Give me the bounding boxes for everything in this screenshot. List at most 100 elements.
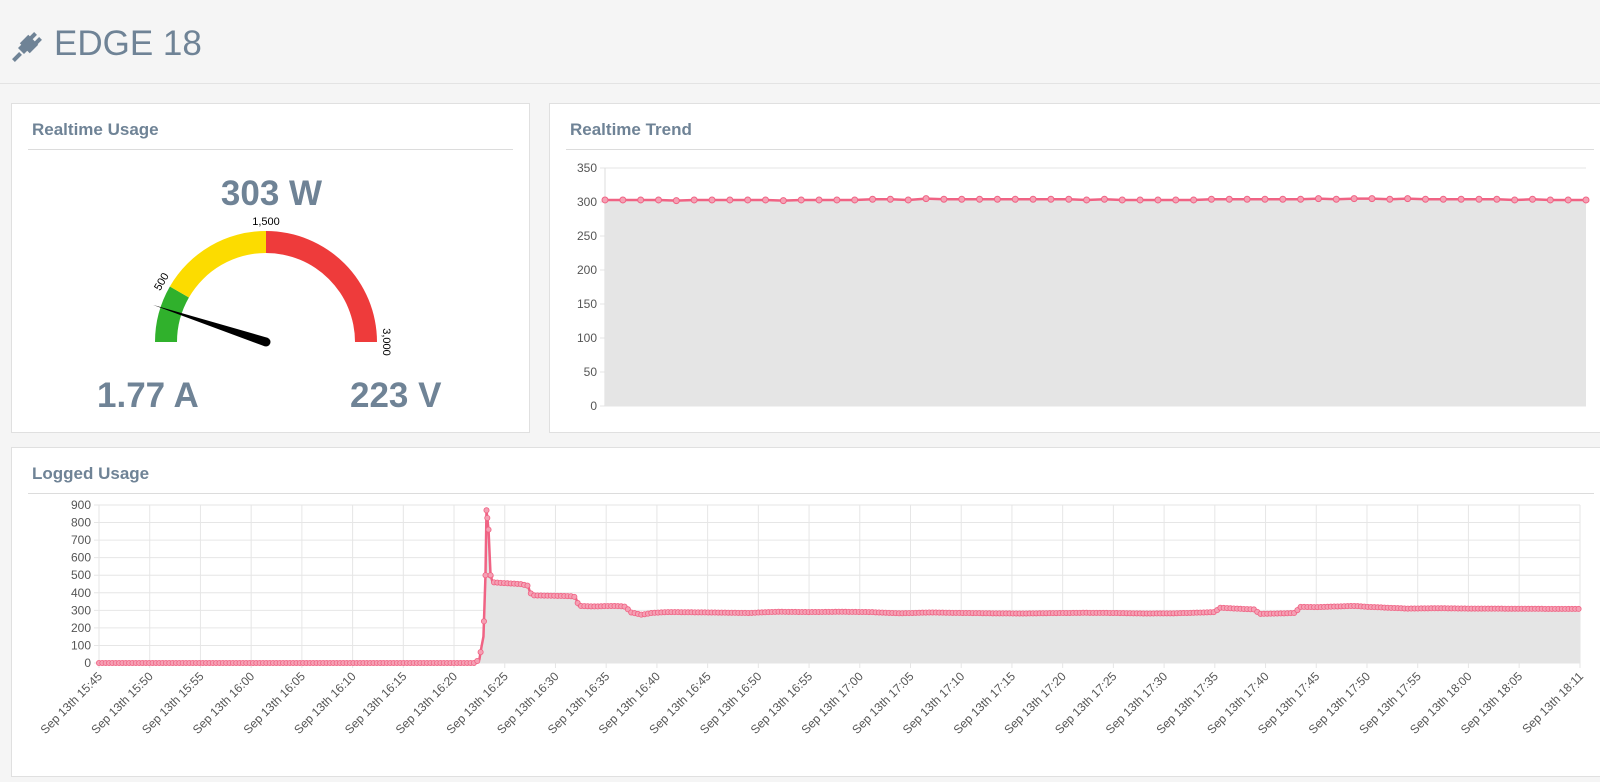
amps-readout: 1.77 A xyxy=(97,376,199,415)
trend-y-tick-label: 300 xyxy=(577,195,597,209)
trend-y-tick-label: 200 xyxy=(577,263,597,277)
trend-point xyxy=(1047,195,1055,203)
trend-point xyxy=(1439,195,1447,203)
logged-y-tick-label: 400 xyxy=(71,586,91,600)
trend-point xyxy=(815,196,823,204)
trend-point xyxy=(779,197,787,205)
trend-point xyxy=(1386,195,1394,203)
gauge-needle xyxy=(152,304,268,347)
trend-point xyxy=(655,196,663,204)
gauge-needle-hub xyxy=(261,337,271,347)
realtime-trend-chart: 0 50 100 150 200 250 300 350 xyxy=(577,161,1590,413)
trend-point xyxy=(993,195,1001,203)
panel-divider xyxy=(566,149,1594,150)
trend-point xyxy=(672,197,680,205)
trend-point xyxy=(1243,195,1251,203)
logged-y-tick-label: 800 xyxy=(71,516,91,530)
logged-point xyxy=(477,649,484,656)
trend-y-tick-label: 0 xyxy=(590,399,597,413)
trend-point xyxy=(1546,196,1554,204)
trend-point xyxy=(1279,195,1287,203)
realtime-trend-panel: Realtime Trend 0 50 100 150 200 250 300 350 xyxy=(549,103,1600,433)
trend-point xyxy=(976,195,984,203)
trend-point xyxy=(1100,195,1108,203)
trend-point xyxy=(940,195,948,203)
logged-area xyxy=(99,510,1580,663)
trend-point xyxy=(958,195,966,203)
trend-point xyxy=(1511,196,1519,204)
panel-divider xyxy=(28,149,513,150)
page-header: EDGE 18 xyxy=(0,0,1600,84)
panel-divider xyxy=(28,493,1594,494)
trend-point xyxy=(1368,195,1376,203)
trend-point xyxy=(708,196,716,204)
gauge-band-0 xyxy=(155,286,189,342)
trend-point xyxy=(744,196,752,204)
trend-point xyxy=(833,196,841,204)
gauge-band-2 xyxy=(266,231,377,342)
volts-readout: 223 V xyxy=(350,376,442,415)
trend-y-tick-label: 350 xyxy=(577,161,597,175)
trend-point xyxy=(1564,196,1572,204)
trend-point xyxy=(1029,195,1037,203)
trend-point xyxy=(1457,195,1465,203)
trend-point xyxy=(1225,195,1233,203)
trend-point xyxy=(1172,196,1180,204)
logged-point xyxy=(484,514,491,521)
logged-y-tick-label: 0 xyxy=(84,656,91,670)
trend-point xyxy=(1404,195,1412,203)
logged-point xyxy=(524,582,531,589)
trend-point xyxy=(690,196,698,204)
logged-point xyxy=(487,572,494,579)
logged-y-tick-label: 300 xyxy=(71,603,91,617)
trend-point xyxy=(1261,195,1269,203)
logged-y-tick-label: 600 xyxy=(71,551,91,565)
trend-line xyxy=(605,197,1586,202)
trend-point xyxy=(762,196,770,204)
logged-y-tick-label: 500 xyxy=(71,568,91,582)
trend-area xyxy=(605,198,1586,406)
trend-point xyxy=(1528,195,1536,203)
logged-y-tick-label: 100 xyxy=(71,638,91,652)
trend-point xyxy=(601,196,609,204)
watts-readout: 303 W xyxy=(220,174,323,213)
trend-point xyxy=(619,196,627,204)
realtime-trend-title: Realtime Trend xyxy=(570,120,692,139)
trend-point xyxy=(1314,195,1322,203)
realtime-usage-title: Realtime Usage xyxy=(32,120,159,139)
logged-point xyxy=(482,572,489,579)
trend-y-tick-label: 50 xyxy=(584,365,598,379)
trend-point xyxy=(1493,195,1501,203)
trend-point xyxy=(1011,195,1019,203)
gauge-band-1 xyxy=(169,231,266,298)
logged-point xyxy=(571,593,578,600)
trend-y-tick-label: 250 xyxy=(577,229,597,243)
trend-y-tick-label: 150 xyxy=(577,297,597,311)
trend-point xyxy=(726,196,734,204)
logged-point xyxy=(483,507,490,514)
realtime-usage-panel: Realtime Usage 303 W 500 1,500 3,000 1.77 … xyxy=(11,103,530,433)
trend-point xyxy=(1297,195,1305,203)
trend-point xyxy=(1350,195,1358,203)
trend-point xyxy=(869,195,877,203)
gauge-tick-label: 1,500 xyxy=(252,216,280,228)
logged-usage-title: Logged Usage xyxy=(32,464,150,483)
trend-point xyxy=(797,196,805,204)
plug-icon xyxy=(12,32,42,62)
trend-point xyxy=(1332,195,1340,203)
page-title: EDGE 18 xyxy=(54,24,202,63)
logged-x-tick-label: Sep 13th 18:11 xyxy=(1519,669,1586,736)
logged-point xyxy=(1575,605,1582,612)
logged-point xyxy=(485,526,492,533)
logged-point xyxy=(474,657,481,664)
logged-y-tick-label: 200 xyxy=(71,621,91,635)
trend-point xyxy=(1475,195,1483,203)
trend-point xyxy=(1136,196,1144,204)
gauge-tick-label: 3,000 xyxy=(380,328,392,356)
logged-y-tick-label: 700 xyxy=(71,533,91,547)
trend-point xyxy=(1118,196,1126,204)
trend-point xyxy=(1421,195,1429,203)
trend-point xyxy=(1154,196,1162,204)
